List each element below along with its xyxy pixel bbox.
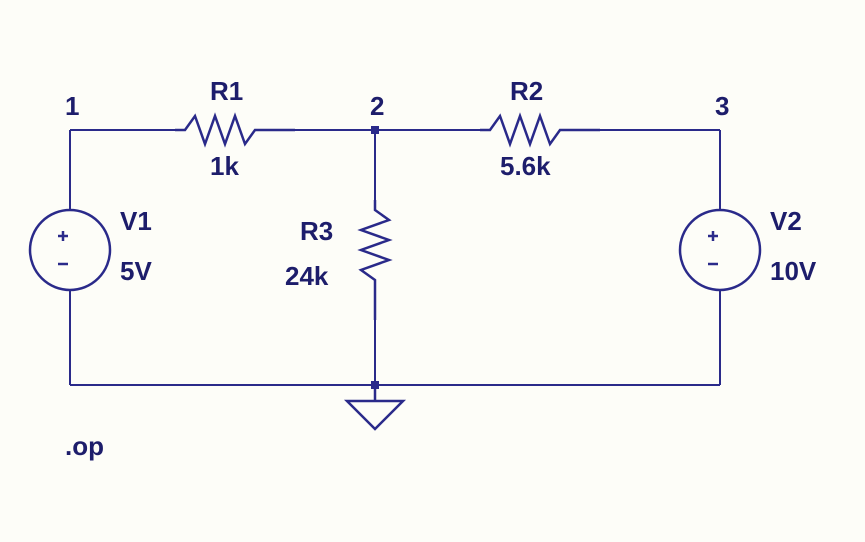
resistor-R3	[361, 200, 389, 320]
node-label-3: 3	[715, 91, 729, 121]
node-label-2: 2	[370, 91, 384, 121]
spice-directive-op: .op	[65, 431, 104, 461]
vsource-name-V1: V1	[120, 206, 152, 236]
vsource-V2	[680, 210, 760, 290]
resistor-R1	[175, 116, 295, 144]
node-label-1: 1	[65, 91, 79, 121]
resistor-value-R3: 24k	[285, 261, 329, 291]
resistor-value-R2: 5.6k	[500, 151, 551, 181]
circuit-schematic: V1 5V V2 10V R1 1k R2 5.6k R3 24k 1 2 3 .op	[0, 0, 865, 542]
vsource-V1	[30, 210, 110, 290]
vsource-name-V2: V2	[770, 206, 802, 236]
ground-symbol	[347, 401, 403, 429]
junction	[371, 126, 379, 134]
resistor-name-R1: R1	[210, 76, 243, 106]
resistor-R2	[480, 116, 600, 144]
resistor-value-R1: 1k	[210, 151, 239, 181]
resistor-name-R3: R3	[300, 216, 333, 246]
vsource-value-V1: 5V	[120, 256, 152, 286]
vsource-value-V2: 10V	[770, 256, 817, 286]
resistor-name-R2: R2	[510, 76, 543, 106]
